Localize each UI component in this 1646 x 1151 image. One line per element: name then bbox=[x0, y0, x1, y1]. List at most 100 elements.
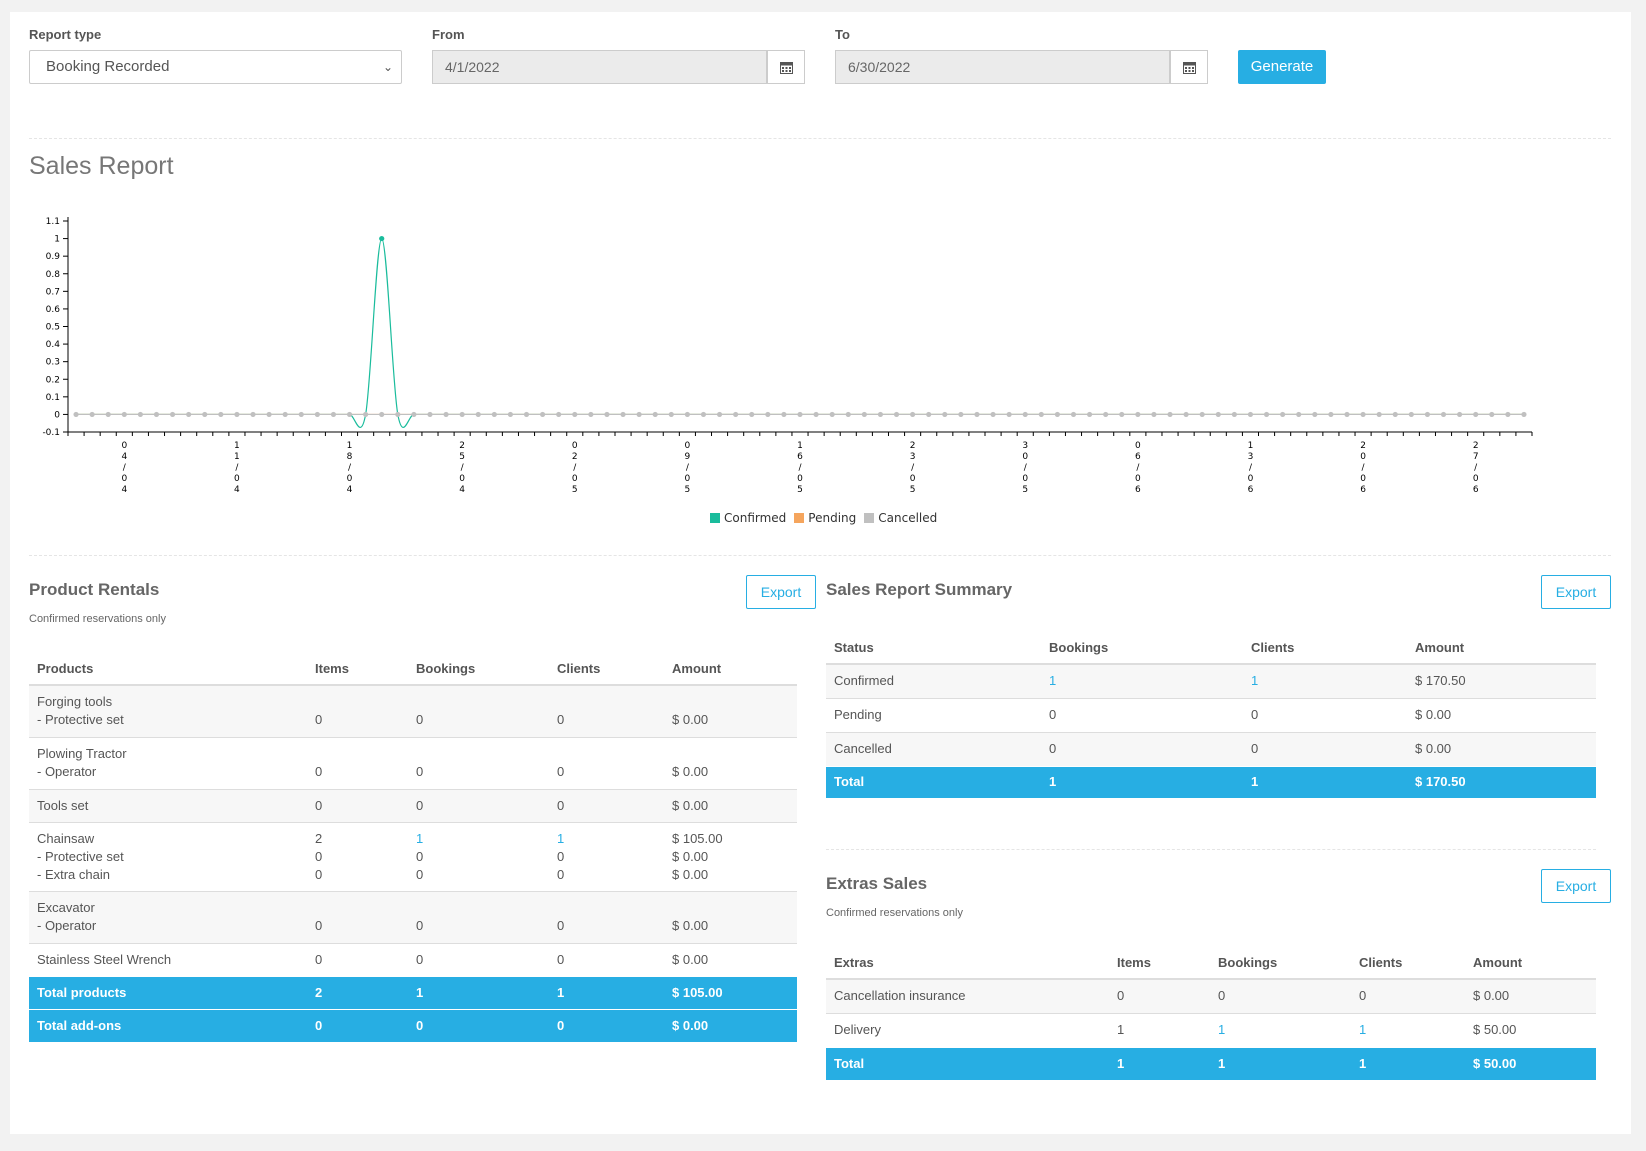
column-header: Clients bbox=[1351, 942, 1465, 980]
total-cell: 1 bbox=[549, 975, 664, 1009]
summary-table: Status Bookings Clients Amount Confirmed 1 1 $… bbox=[826, 627, 1596, 798]
x-tick-label: 1 8/0 4 bbox=[347, 441, 353, 495]
x-tick-label: 2 0/0 6 bbox=[1360, 441, 1366, 495]
divider bbox=[29, 138, 1611, 139]
calendar-icon bbox=[779, 61, 793, 74]
cell-value: $ 0.00 bbox=[672, 866, 709, 882]
column-header: Bookings bbox=[408, 648, 549, 686]
y-tick-label: -0.1 bbox=[42, 428, 60, 438]
product-rentals-export-button[interactable]: Export bbox=[746, 575, 816, 609]
table-cell[interactable]: 1 bbox=[1243, 663, 1407, 698]
product-rentals-title: Product Rentals bbox=[29, 580, 160, 599]
product-name: Stainless Steel Wrench bbox=[37, 951, 172, 967]
extras-export-button[interactable]: Export bbox=[1541, 869, 1611, 903]
product-name: Tools set bbox=[37, 797, 89, 813]
data-point bbox=[491, 411, 497, 418]
data-point bbox=[684, 411, 690, 418]
data-point bbox=[1167, 411, 1173, 418]
data-point bbox=[1199, 411, 1205, 418]
table-cell[interactable]: 1 bbox=[1351, 1012, 1465, 1047]
cell-value bbox=[315, 693, 400, 711]
data-point bbox=[1263, 411, 1270, 418]
data-point bbox=[298, 411, 304, 418]
table-cell[interactable]: 1 bbox=[1041, 663, 1243, 698]
column-header: Clients bbox=[1243, 627, 1407, 665]
x-tick-label: 1 6/0 5 bbox=[797, 441, 803, 495]
table-cell: $ 0.00 bbox=[1407, 731, 1596, 766]
total-cell: 0 bbox=[408, 1008, 549, 1042]
data-point bbox=[105, 411, 111, 418]
cell-value bbox=[672, 745, 789, 763]
from-calendar-button[interactable] bbox=[767, 50, 805, 84]
data-point bbox=[1151, 411, 1157, 418]
cell-value[interactable]: 1 bbox=[557, 830, 565, 846]
cell-value: 0 bbox=[557, 951, 565, 967]
cell-value[interactable]: 1 bbox=[416, 830, 424, 846]
table-cell: 0 bbox=[549, 788, 664, 822]
data-point bbox=[861, 411, 867, 418]
from-date-input[interactable]: 4/1/2022 bbox=[432, 50, 767, 84]
data-point bbox=[443, 411, 449, 418]
data-point bbox=[910, 411, 916, 418]
table-row: Chainsaw - Protective set - Extra chain 2 0 0… bbox=[29, 821, 797, 891]
data-point bbox=[1038, 411, 1044, 418]
data-point bbox=[1328, 411, 1334, 418]
data-point bbox=[958, 411, 964, 418]
legend-swatch bbox=[864, 513, 875, 523]
from-label: From bbox=[432, 27, 465, 42]
data-point bbox=[395, 411, 401, 418]
total-row: Total 1 1 1 $ 50.00 bbox=[826, 1046, 1596, 1080]
cell-value: $ 0.00 bbox=[672, 797, 709, 813]
table-cell[interactable]: 1 bbox=[1210, 1012, 1351, 1047]
table-cell: 1 0 0 bbox=[408, 821, 549, 891]
y-tick-label: 0.3 bbox=[46, 358, 60, 368]
y-tick-label: 0.6 bbox=[46, 305, 61, 315]
legend-swatch bbox=[794, 513, 805, 523]
calendar-icon bbox=[1182, 61, 1196, 74]
legend-item-cancelled: Cancelled bbox=[864, 511, 937, 525]
cell-value bbox=[557, 693, 656, 711]
data-point bbox=[893, 411, 900, 418]
table-row: Tools set 0 0 0 $ 0.00 bbox=[29, 788, 797, 822]
cell-value: 0 bbox=[315, 848, 323, 864]
data-point bbox=[1280, 411, 1286, 418]
legend-item-pending: Pending bbox=[794, 511, 856, 525]
table-cell: Cancelled bbox=[826, 731, 1041, 766]
data-point bbox=[363, 411, 369, 418]
y-tick-label: 0.1 bbox=[46, 393, 60, 403]
total-cell: Total bbox=[826, 765, 1041, 798]
data-point bbox=[1440, 411, 1447, 418]
product-name: Chainsaw bbox=[37, 830, 95, 846]
to-date-input[interactable]: 6/30/2022 bbox=[835, 50, 1170, 84]
data-point bbox=[668, 411, 674, 418]
total-cell: 0 bbox=[549, 1008, 664, 1042]
table-cell: $ 50.00 bbox=[1465, 1012, 1596, 1047]
summary-export-button[interactable]: Export bbox=[1541, 575, 1611, 609]
product-name: - Protective set bbox=[37, 712, 124, 728]
y-tick-label: 0 bbox=[54, 410, 60, 420]
data-point bbox=[234, 411, 240, 418]
data-point bbox=[1247, 411, 1254, 418]
report-type-select[interactable]: Booking Recorded ⌄ bbox=[29, 50, 402, 84]
data-point bbox=[1344, 411, 1350, 418]
data-point bbox=[475, 411, 481, 418]
column-header: Extras bbox=[826, 942, 1109, 980]
to-calendar-button[interactable] bbox=[1170, 50, 1208, 84]
table-cell: 0 bbox=[408, 788, 549, 822]
data-point bbox=[153, 411, 160, 418]
column-header: Clients bbox=[549, 648, 664, 686]
table-cell: 0 bbox=[549, 736, 664, 789]
table-cell: 0 bbox=[307, 684, 408, 737]
data-point bbox=[733, 411, 739, 418]
data-point bbox=[379, 235, 385, 242]
table-cell: Excavator - Operator bbox=[29, 890, 307, 943]
generate-button[interactable]: Generate bbox=[1238, 50, 1326, 84]
total-row: Total 1 1 $ 170.50 bbox=[826, 765, 1596, 798]
data-point bbox=[636, 411, 642, 418]
report-type-value: Booking Recorded bbox=[46, 58, 170, 75]
x-tick-label: 1 3/0 6 bbox=[1248, 441, 1254, 495]
total-cell: 1 bbox=[1210, 1046, 1351, 1080]
table-cell: 0 bbox=[549, 942, 664, 976]
data-point bbox=[507, 411, 514, 418]
total-cell: 1 bbox=[408, 975, 549, 1009]
